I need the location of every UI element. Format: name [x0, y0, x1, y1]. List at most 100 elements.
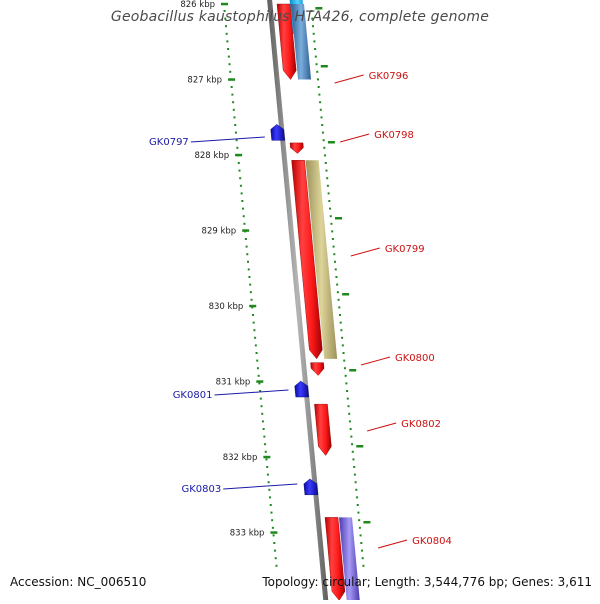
leader-line-GK0800 [360, 356, 391, 366]
ruler-dot-right [359, 534, 362, 537]
accession-text: Accession: NC_006510 [10, 575, 147, 589]
gene-label-GK0799: GK0799 [385, 244, 425, 255]
gene-label-GK0796: GK0796 [369, 71, 409, 82]
ruler-dot-left [273, 542, 276, 544]
ruler-dot-left [249, 283, 252, 286]
ruler-dot-right [355, 488, 358, 491]
ruler-dot-right [316, 78, 319, 81]
ruler-dot-right [324, 154, 327, 157]
ruler-dot-left [232, 108, 235, 111]
ruler-dot-right [331, 238, 334, 240]
ruler-dot-right [362, 564, 365, 567]
leader-line-GK0802 [367, 422, 397, 432]
leader-line-GK0796 [334, 74, 364, 84]
ruler-dot-left [275, 564, 278, 567]
ruler-dot-right [331, 230, 334, 233]
ruler-dot-left [269, 504, 272, 506]
ruler-dot-right [317, 86, 320, 88]
ruler-dot-right [327, 192, 330, 195]
ruler-dot-left [227, 55, 230, 58]
annotation-band [305, 160, 338, 359]
annotation-band [291, 4, 312, 80]
ruler-dot-right [321, 124, 324, 126]
ruler-dot-left [228, 63, 231, 66]
ruler-dot-right [329, 207, 332, 210]
ruler-dot-right [345, 382, 348, 385]
ruler-dot-right [353, 473, 356, 476]
gene-label-GK0798: GK0798 [374, 130, 414, 141]
ruler-dot-left [234, 124, 237, 126]
ruler-dot-left [242, 215, 245, 218]
ruler-dot-left [253, 329, 256, 332]
ruler-dot-right [343, 359, 346, 362]
ruler-tick-right [349, 369, 357, 372]
gene-label-GK0802: GK0802 [401, 419, 441, 430]
ruler-dot-right [322, 139, 325, 142]
ruler-tick-right [327, 141, 335, 144]
ruler-dot-right [323, 146, 326, 149]
ruler-dot-right [335, 276, 338, 278]
ruler-dot-left [274, 557, 277, 560]
ruler-dot-right [360, 542, 363, 544]
ruler-dot-right [334, 260, 337, 263]
gene-label-GK0797: GK0797 [149, 137, 189, 148]
ruler-dot-left [256, 359, 259, 362]
topology-value: Topology: circular; Length: 3,544,776 bp… [262, 575, 592, 589]
ruler-dot-left [247, 260, 250, 263]
ruler-dot-right [320, 116, 323, 119]
ruler-dot-right [319, 101, 322, 104]
ruler-dot-left [239, 184, 242, 187]
ruler-dot-left [270, 511, 273, 514]
ruler-dot-right [332, 245, 335, 248]
ruler-dot-left [235, 139, 238, 142]
ruler-dot-right [330, 222, 333, 225]
ruler-dot-right [334, 268, 337, 271]
ruler-dot-left [266, 473, 269, 476]
ruler-dot-left [229, 70, 232, 73]
ruler-dot-left [259, 397, 262, 400]
ruler-dot-right [351, 450, 354, 453]
ruler-dot-left [224, 17, 227, 20]
ruler-dot-left [261, 412, 264, 415]
ruler-dot-right [314, 48, 317, 50]
ruler-label: 831 kbp [216, 378, 251, 388]
ruler-dot-right [343, 367, 346, 370]
ruler-dot-right [319, 108, 322, 111]
ruler-dot-left [251, 306, 254, 309]
ruler-dot-right [313, 40, 316, 43]
ruler-dot-right [340, 329, 343, 332]
ruler-dot-left [264, 443, 267, 446]
ruler-dot-right [311, 17, 314, 20]
ruler-dot-left [234, 131, 237, 134]
ruler-dot-right [338, 306, 341, 309]
leader-line-GK0804 [377, 539, 408, 549]
annotation-band [339, 517, 360, 601]
ruler-dot-left [257, 374, 260, 377]
ruler-dot-left [231, 93, 234, 96]
ruler-dot-left [254, 344, 257, 347]
gene-arrow-GK0803 [303, 478, 319, 496]
ruler-dot-right [361, 549, 364, 552]
ruler-tick [242, 229, 250, 232]
ruler-dot-right [316, 70, 319, 73]
ruler-tick-right [342, 293, 350, 296]
ruler-dot-right [344, 374, 347, 377]
ruler-dot-left [246, 253, 249, 256]
ruler-dot-right [348, 420, 351, 423]
ruler-label: 830 kbp [209, 302, 244, 312]
leader-line-GK0799 [350, 247, 380, 257]
ruler-dot-right [314, 55, 317, 58]
ruler-dot-left [248, 276, 251, 278]
ruler-label: 832 kbp [223, 453, 258, 463]
leader-line-GK0801 [214, 389, 289, 396]
ruler-dot-right [358, 519, 361, 522]
ruler-dot-right [337, 298, 340, 301]
ruler-tick-right [335, 217, 343, 220]
leader-line-GK0798 [340, 133, 370, 143]
ruler-dot-right [310, 10, 313, 12]
ruler-dot-left [242, 207, 245, 210]
ruler-dot-right [352, 458, 355, 461]
ruler-dot-left [271, 519, 274, 522]
ruler-dot-right [312, 32, 315, 35]
